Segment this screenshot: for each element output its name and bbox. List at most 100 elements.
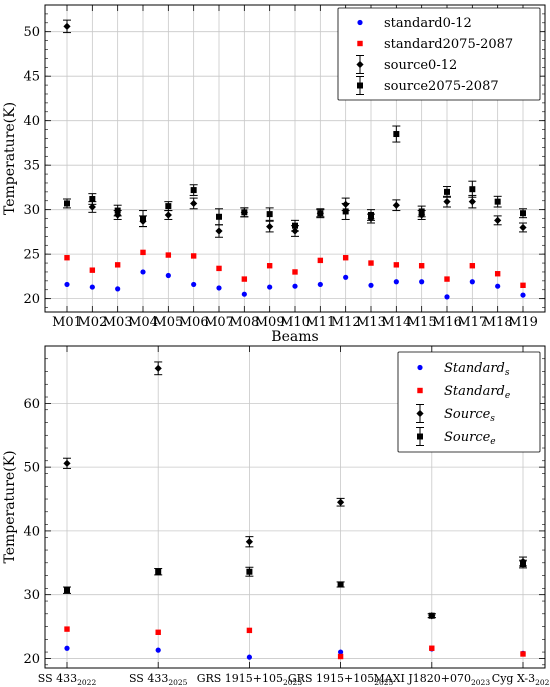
y-tick-label: 40 [23, 114, 40, 129]
data-point [342, 208, 349, 215]
legend-box [337, 7, 541, 101]
data-point [267, 284, 273, 290]
y-tick-label: 40 [23, 524, 40, 539]
y-tick-label: 50 [23, 461, 40, 476]
y-tick-label: 30 [23, 588, 40, 603]
data-point [64, 200, 70, 207]
x-tick-label: GRS 1915+1052025 [288, 672, 394, 687]
legend-marker [416, 409, 424, 418]
data-point [343, 274, 349, 280]
data-point [216, 265, 222, 272]
data-point [190, 253, 197, 259]
x-tick-label: GRS 1915+1052023 [197, 672, 303, 687]
data-point [140, 249, 146, 256]
x-tick-label: M09 [255, 315, 285, 330]
data-point [114, 207, 121, 214]
x-axis: M01M02M03M04M05M06M07M08M09M10M11M12M13M… [52, 5, 538, 330]
data-point [190, 199, 198, 208]
legend-marker [356, 60, 364, 69]
x-tick-label: M05 [153, 315, 183, 330]
data-point [317, 257, 324, 264]
x-tick-label: M18 [483, 315, 513, 330]
x-tick-label: SS 4332025 [129, 672, 188, 687]
x-tick-label: M01 [52, 315, 82, 330]
series-4 [63, 125, 527, 232]
data-point [246, 568, 253, 575]
x-tick-label: M02 [77, 315, 107, 330]
data-point [520, 282, 526, 289]
y-tick-label: 20 [23, 292, 40, 307]
x-tick-label: SS 4332022 [38, 672, 97, 687]
data-point [64, 281, 70, 288]
data-point [246, 654, 252, 660]
data-point [494, 198, 501, 205]
data-point [443, 198, 451, 206]
data-point [520, 292, 526, 298]
data-point [393, 131, 400, 138]
x-tick-label: M16 [432, 315, 462, 330]
y-axis-label: Temperature(K) [2, 102, 18, 215]
data-point [444, 188, 450, 195]
data-point [89, 195, 96, 202]
data-point [165, 272, 171, 279]
y-axis: 20 30 40 50 60 [23, 345, 545, 667]
y-tick-label: 45 [23, 70, 40, 85]
legend: standard0-12 standard2075-2087 source0-12 s… [337, 7, 541, 101]
data-point [266, 222, 274, 231]
data-point [292, 222, 298, 229]
y-tick-label: 25 [23, 248, 40, 263]
x-axis: SS 4332022 SS 4332025 GRS 1915+1052023GRS … [38, 346, 550, 687]
data-point [392, 201, 400, 209]
data-point [468, 198, 476, 206]
data-point [520, 561, 526, 568]
chart-1: 20 25 30 35 40 45 50 Temperature(K) M01M02M03M04… [2, 4, 546, 345]
data-point [337, 581, 344, 588]
legend-marker [417, 364, 423, 371]
data-point [140, 215, 146, 222]
data-point [419, 279, 425, 285]
series-4 [63, 559, 527, 619]
data-point [317, 210, 324, 217]
data-point [519, 223, 527, 232]
data-point [154, 364, 162, 372]
data-point [469, 186, 476, 193]
legend-label: Sourcee [444, 430, 496, 447]
legend-label: source0-12 [384, 58, 457, 73]
data-point [64, 645, 70, 651]
series-1 [64, 645, 526, 660]
y-tick-label: 35 [23, 159, 40, 174]
data-point [338, 649, 344, 655]
x-tick-label: M08 [229, 315, 259, 330]
data-point [368, 212, 374, 219]
legend-marker [417, 433, 423, 440]
x-tick-label: M12 [331, 315, 361, 330]
legend-label: standard0-12 [384, 16, 472, 31]
legend-marker [357, 40, 363, 47]
data-point [164, 211, 172, 219]
data-point [469, 279, 475, 285]
legend-label: Standards [444, 361, 510, 378]
data-point [495, 283, 501, 289]
y-tick-label: 60 [23, 397, 40, 412]
data-point [114, 262, 121, 268]
legend-marker [357, 82, 363, 89]
data-point [317, 281, 323, 288]
legend-marker [417, 387, 423, 394]
data-point [190, 187, 197, 194]
x-tick-label: M10 [280, 315, 310, 330]
data-point [342, 255, 349, 261]
series-2 [64, 626, 526, 660]
y-axis: 20 25 30 35 40 45 50 [23, 4, 545, 308]
data-point [155, 568, 162, 575]
legend-label: source2075-2087 [384, 79, 499, 94]
legend-box [397, 351, 541, 453]
x-tick-label: M13 [356, 315, 386, 330]
data-point [115, 286, 121, 292]
data-point [89, 284, 95, 290]
data-point [64, 587, 70, 594]
plot-frame [44, 345, 546, 669]
x-tick-label: M15 [407, 315, 437, 330]
data-point [520, 210, 526, 217]
